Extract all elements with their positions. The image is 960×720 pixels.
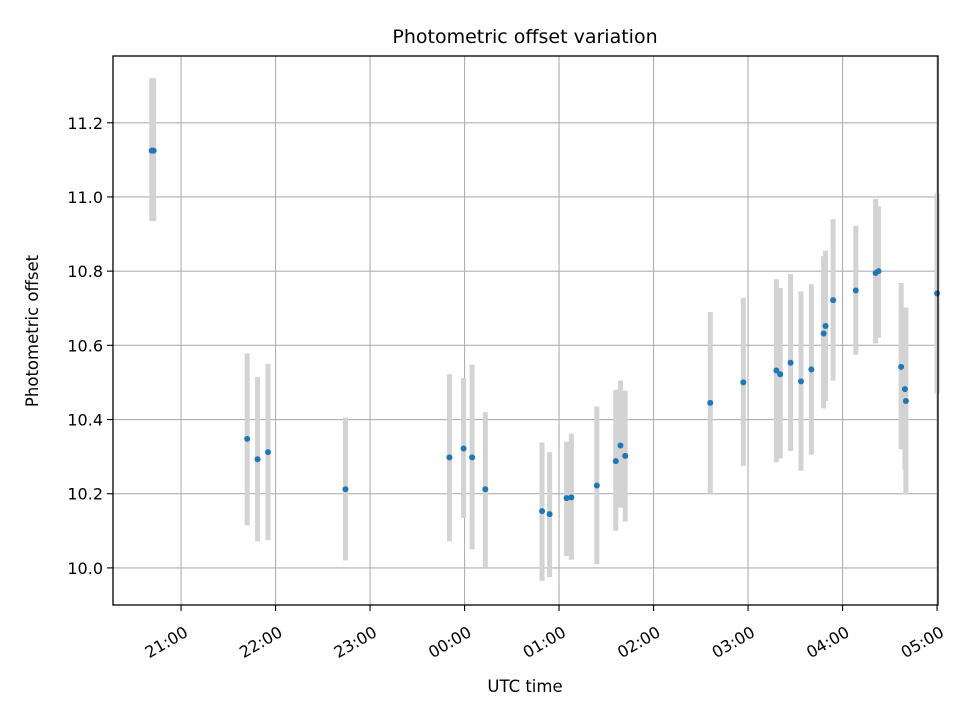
data-point — [797, 378, 804, 385]
data-point — [568, 494, 575, 501]
data-point — [342, 486, 349, 493]
data-point — [777, 371, 784, 378]
data-point — [902, 397, 909, 404]
data-point — [612, 458, 619, 465]
data-point — [852, 287, 859, 294]
data-point — [707, 399, 714, 406]
data-point — [901, 386, 908, 393]
data-point — [446, 454, 453, 461]
y-tick-label: 10.8 — [67, 262, 103, 281]
data-point — [460, 445, 467, 452]
data-point — [482, 486, 489, 493]
data-point — [150, 147, 157, 154]
data-point — [563, 495, 570, 502]
data-point — [740, 379, 747, 386]
data-point — [593, 482, 600, 489]
data-point — [264, 449, 271, 456]
y-axis-ticks: 10.0 10.2 10.4 10.6 10.8 11.0 11.2 — [67, 114, 113, 578]
y-axis-label: Photometric offset — [23, 254, 42, 407]
data-point — [546, 511, 553, 518]
y-tick-label: 10.4 — [67, 411, 103, 430]
data-point — [539, 508, 546, 515]
data-point — [830, 297, 837, 304]
data-point — [617, 442, 624, 449]
data-point — [244, 435, 251, 442]
data-point — [622, 452, 629, 459]
y-tick-label: 11.0 — [67, 188, 103, 207]
data-point — [787, 359, 794, 366]
chart-title: Photometric offset variation — [392, 26, 657, 48]
data-point — [934, 290, 941, 297]
y-tick-label: 10.6 — [67, 336, 103, 355]
data-point — [898, 363, 905, 370]
y-tick-label: 10.0 — [67, 559, 103, 578]
data-point — [822, 323, 829, 330]
data-point — [773, 367, 780, 374]
data-point — [875, 268, 882, 275]
y-tick-label: 10.2 — [67, 485, 103, 504]
data-point — [254, 456, 261, 463]
data-point — [469, 454, 476, 461]
plot-area-frame — [112, 55, 939, 606]
data-point — [820, 330, 827, 337]
x-axis-label: UTC time — [487, 677, 562, 696]
data-point — [808, 366, 815, 373]
y-tick-label: 11.2 — [67, 114, 103, 133]
data-points — [148, 147, 941, 518]
